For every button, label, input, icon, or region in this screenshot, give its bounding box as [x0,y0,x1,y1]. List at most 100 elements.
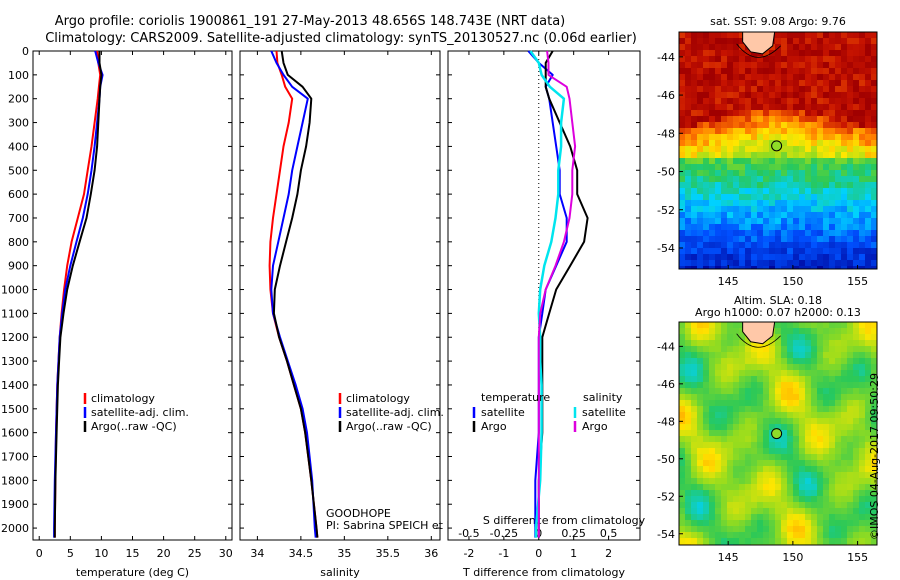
map-cell [793,176,800,183]
map-cell [697,74,704,81]
map-cell [733,394,740,401]
map-cell [859,334,866,341]
map-cell [679,50,686,57]
map-cell [685,430,692,437]
map-cell [727,328,734,335]
map-cell [841,104,848,111]
y-tick-label: -50 [657,453,675,466]
map-cell [679,194,686,201]
map-cell [793,364,800,371]
map-cell [685,514,692,521]
map-cell [721,382,728,389]
map-cell [853,236,860,243]
x-tick-label: 2 [605,547,612,560]
map-cell [679,454,686,461]
map-cell [679,158,686,165]
map-cell [703,128,710,135]
map-cell [853,328,860,335]
map-cell [817,212,824,219]
map-cell [721,152,728,159]
map-cell [835,418,842,425]
map-cell [775,44,782,51]
map-cell [823,538,830,545]
map-cell [775,472,782,479]
map-cell [835,164,842,171]
map-cell [715,406,722,413]
map-cell [721,472,728,479]
map-cell [733,122,740,129]
map-cell [757,80,764,87]
map-cell [805,376,812,383]
map-cell [775,478,782,485]
map-cell [823,128,830,135]
map-cell [733,182,740,189]
map-cell [727,406,734,413]
map-cell [865,412,872,419]
map-cell [709,170,716,177]
map-cell [685,340,692,347]
map-cell [853,170,860,177]
map-cell [721,62,728,69]
map-cell [835,490,842,497]
map-cell [745,152,752,159]
map-cell [685,188,692,195]
map-cell [679,74,686,81]
map-cell [787,436,794,443]
map-cell [817,218,824,225]
map-cell [781,346,788,353]
map-cell [793,50,800,57]
map-cell [871,38,878,45]
map-cell [847,224,854,231]
map-cell [817,364,824,371]
map-cell [733,116,740,123]
map-cell [703,424,710,431]
map-cell [691,80,698,87]
map-cell [865,532,872,539]
map-cell [865,334,872,341]
map-cell [757,134,764,141]
map-cell [871,212,878,219]
map-cell [817,110,824,117]
map-cell [871,206,878,213]
map-cell [709,502,716,509]
map-cell [865,44,872,51]
map-cell [685,254,692,261]
map-cell [733,170,740,177]
map-cell [805,98,812,105]
map-cell [697,370,704,377]
map-cell [865,364,872,371]
map-cell [757,260,764,267]
map-cell [799,538,806,545]
map-cell [853,364,860,371]
map-cell [811,520,818,527]
map-cell [823,466,830,473]
map-cell [781,430,788,437]
map-cell [745,62,752,69]
map-cell [817,418,824,425]
map-cell [703,56,710,63]
map-cell [685,164,692,171]
map-cell [871,80,878,87]
map-cell [739,50,746,57]
map-cell [769,128,776,135]
map-cell [853,146,860,153]
map-cell [847,496,854,503]
map-cell [853,206,860,213]
map-cell [865,454,872,461]
map-cell [847,454,854,461]
map-cell [709,140,716,147]
map-cell [727,364,734,371]
map-cell [733,418,740,425]
map-cell [823,370,830,377]
map-cell [715,128,722,135]
map-cell [841,454,848,461]
map-cell [775,182,782,189]
map-cell [679,514,686,521]
map-cell [847,98,854,105]
map-cell [697,358,704,365]
map-cell [847,364,854,371]
map-cell [703,86,710,93]
map-cell [709,490,716,497]
map-cell [733,224,740,231]
map-cell [799,122,806,129]
